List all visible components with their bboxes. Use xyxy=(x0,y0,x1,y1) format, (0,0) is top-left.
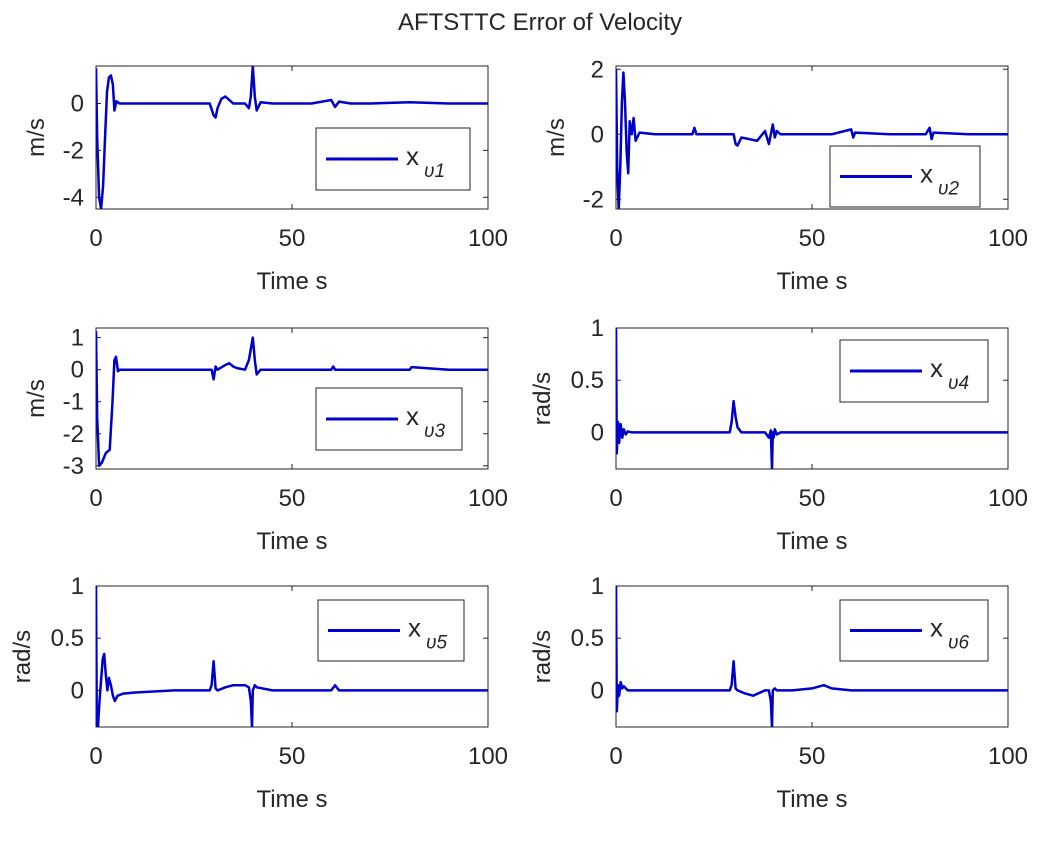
y-tick-label: 0 xyxy=(71,91,84,118)
y-tick-label: 0 xyxy=(71,677,84,704)
x-axis-label: Time s xyxy=(256,268,327,295)
legend-label-subscript: υ1 xyxy=(424,161,445,182)
x-tick-label: 50 xyxy=(279,485,306,512)
panel-v1: 0 50 100 -4 -2 0 Time s m/s xυ1 xyxy=(23,65,508,295)
y-tick-label: 0.5 xyxy=(571,625,604,652)
legend-label-main: x xyxy=(920,159,933,189)
legend: xυ6 xyxy=(839,599,989,662)
y-tick-label: 1 xyxy=(591,315,604,342)
x-axis-label: Time s xyxy=(256,528,327,555)
panel-v6: 0 50 100 0 0.5 1 Time s rad/s xυ6 xyxy=(529,573,1028,813)
legend-label-main: x xyxy=(406,401,419,431)
x-axis-label: Time s xyxy=(776,268,847,295)
x-axis-label: Time s xyxy=(256,786,327,813)
y-tick-label: 0.5 xyxy=(571,367,604,394)
y-axis-label: rad/s xyxy=(9,630,36,683)
y-tick-label: -2 xyxy=(63,137,84,164)
y-axis-label: rad/s xyxy=(529,372,556,425)
x-tick-label: 50 xyxy=(799,225,826,252)
legend-label-subscript: υ4 xyxy=(948,373,969,394)
x-tick-label: 0 xyxy=(89,485,102,512)
legend-label-subscript: υ3 xyxy=(424,421,445,442)
y-axis-label: m/s xyxy=(543,118,570,157)
x-tick-label: 100 xyxy=(988,743,1028,770)
y-tick-label: -2 xyxy=(583,186,604,213)
y-tick-label: -1 xyxy=(63,389,84,416)
legend: xυ1 xyxy=(315,127,471,191)
x-tick-label: 100 xyxy=(468,743,508,770)
series-line-x_v6 xyxy=(616,586,1008,727)
figure-title: AFTSTTC Error of Velocity xyxy=(398,9,682,36)
y-tick-label: 2 xyxy=(591,56,604,83)
legend-label-subscript: υ2 xyxy=(938,179,959,200)
legend-label-main: x xyxy=(930,613,943,643)
x-tick-label: 50 xyxy=(799,743,826,770)
y-axis-label: m/s xyxy=(23,118,50,157)
legend-label-subscript: υ5 xyxy=(426,633,447,654)
y-tick-label: 1 xyxy=(71,573,84,600)
legend-label-main: x xyxy=(930,353,943,383)
series-line-x_v4 xyxy=(616,328,1008,469)
y-tick-label: 0 xyxy=(591,677,604,704)
series-line-x_v2 xyxy=(616,69,1008,209)
legend: xυ3 xyxy=(315,387,463,451)
y-tick-label: 1 xyxy=(591,573,604,600)
x-axis-label: Time s xyxy=(776,528,847,555)
series-line-x_v1 xyxy=(96,66,488,209)
x-tick-label: 100 xyxy=(468,485,508,512)
legend: xυ2 xyxy=(829,145,981,208)
legend: xυ4 xyxy=(839,339,989,403)
series-line-x_v3 xyxy=(96,331,488,468)
y-tick-label: 0 xyxy=(591,121,604,148)
legend: xυ5 xyxy=(317,599,465,662)
y-tick-label: -2 xyxy=(63,421,84,448)
x-tick-label: 0 xyxy=(89,743,102,770)
y-axis-label: m/s xyxy=(23,379,50,418)
legend-label-main: x xyxy=(408,613,421,643)
panel-v5: 0 50 100 0 0.5 1 Time s rad/s xυ5 xyxy=(9,573,508,813)
panel-v3: 0 50 100 -3 -2 -1 0 1 Time s m/s xυ3 xyxy=(23,325,508,555)
legend-label-main: x xyxy=(406,141,419,171)
y-tick-label: -3 xyxy=(63,453,84,480)
x-tick-label: 50 xyxy=(799,485,826,512)
y-axis-label: rad/s xyxy=(529,630,556,683)
x-tick-label: 50 xyxy=(279,225,306,252)
y-tick-label: 1 xyxy=(71,325,84,352)
x-tick-label: 0 xyxy=(609,225,622,252)
x-tick-label: 0 xyxy=(609,485,622,512)
x-tick-label: 100 xyxy=(468,225,508,252)
x-tick-label: 50 xyxy=(279,743,306,770)
legend-label-subscript: υ6 xyxy=(948,633,969,654)
y-tick-label: -4 xyxy=(63,184,84,211)
y-tick-label: 0 xyxy=(71,357,84,384)
y-tick-label: 0 xyxy=(591,419,604,446)
series-line-x_v5 xyxy=(96,586,488,727)
x-tick-label: 100 xyxy=(988,485,1028,512)
y-tick-label: 0.5 xyxy=(51,625,84,652)
x-tick-label: 0 xyxy=(89,225,102,252)
panel-v4: 0 50 100 0 0.5 1 Time s rad/s xυ4 xyxy=(529,315,1028,555)
x-tick-label: 100 xyxy=(988,225,1028,252)
x-axis-label: Time s xyxy=(776,786,847,813)
x-tick-label: 0 xyxy=(609,743,622,770)
